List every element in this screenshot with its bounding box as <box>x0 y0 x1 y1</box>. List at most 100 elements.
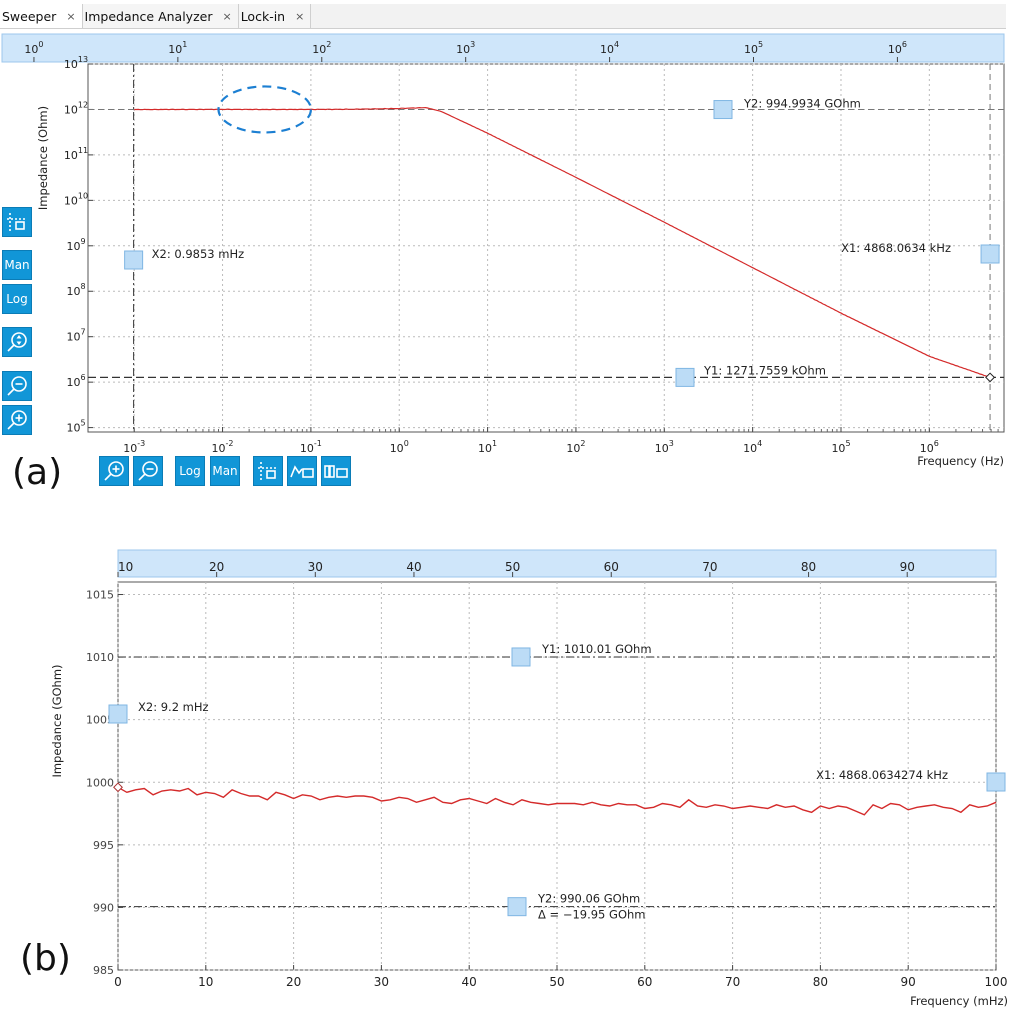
cursor-intersection-marker[interactable] <box>113 782 123 793</box>
cursor-x2-label: X2: 9.2 mHz <box>138 700 209 714</box>
log-scale-button[interactable]: Log <box>175 456 205 486</box>
cursor-x1-handle[interactable] <box>980 244 1000 264</box>
export-plot-icon[interactable] <box>287 456 317 486</box>
y-tick-label: 1010 <box>86 651 114 664</box>
manual-scale-button[interactable]: Man <box>210 456 240 486</box>
zoom-out-icon <box>5 374 29 398</box>
x-tick-label: 104 <box>743 439 762 455</box>
x-tick-label: 10-1 <box>300 439 322 455</box>
cursor-y1-handle[interactable] <box>511 647 531 667</box>
log-scale-button[interactable]: Log <box>2 284 32 314</box>
close-icon[interactable]: × <box>222 9 232 23</box>
tab-lock-in[interactable]: Lock-in × <box>238 4 312 28</box>
export-data-icon[interactable] <box>321 456 351 486</box>
y-tick-label: 1010 <box>64 191 88 207</box>
overview-tick-label: 104 <box>600 40 619 56</box>
overview-tick-label: 70 <box>702 560 717 574</box>
zoom-fit-icon[interactable] <box>2 327 32 357</box>
x-tick-label: 105 <box>831 439 850 455</box>
y-tick-label: 1013 <box>64 55 88 71</box>
overview-strip[interactable] <box>1 33 1005 63</box>
impedance-trace <box>117 786 997 816</box>
cursor-intersection-marker[interactable] <box>985 372 996 383</box>
cursor-x2-handle[interactable] <box>124 250 144 270</box>
overview-tick-label: 102 <box>312 40 331 56</box>
y-axis-label: Impedance (Ohm) <box>36 106 50 210</box>
figure-caption-b: (b) <box>20 938 71 979</box>
y-tick-label: 106 <box>66 373 85 389</box>
overview-tick-label: 30 <box>308 560 323 574</box>
x-tick-label: 101 <box>478 439 497 455</box>
x-tick-label: 60 <box>637 975 652 989</box>
cursor-settings-icon[interactable] <box>2 207 32 237</box>
x-tick-label: 10-2 <box>212 439 234 455</box>
y-axis-label: Impedance (GOhm) <box>50 664 64 777</box>
cursor-y1-handle[interactable] <box>675 367 695 387</box>
highlight-ellipse <box>217 85 312 134</box>
x-tick-label: 100 <box>985 975 1008 989</box>
overview-tick-label: 50 <box>505 560 520 574</box>
close-icon[interactable]: × <box>295 9 305 23</box>
tab-label: Sweeper <box>2 8 57 24</box>
x-tick-label: 0 <box>114 975 122 989</box>
x-tick-label: 102 <box>566 439 585 455</box>
cursor-x1-label: X1: 4868.0634 kHz <box>841 241 951 255</box>
cursor-x1-label: X1: 4868.0634274 kHz <box>816 768 948 782</box>
overview-strip[interactable] <box>117 549 997 578</box>
x-tick-label: 50 <box>549 975 564 989</box>
cursor-x1-handle[interactable] <box>986 772 1006 792</box>
overview-tick-label: 80 <box>801 560 816 574</box>
plot-area[interactable] <box>87 63 1005 433</box>
x-tick-label: 20 <box>286 975 301 989</box>
button-label: Man <box>4 258 30 272</box>
cursor-y1-label: Y1: 1010.01 GOhm <box>541 642 652 656</box>
figure-caption-a: (a) <box>12 452 63 493</box>
tab-sweeper[interactable]: Sweeper × <box>0 4 83 28</box>
x-axis-label: Frequency (mHz) <box>910 994 1008 1008</box>
x-axis-label: Frequency (Hz) <box>917 454 1004 468</box>
x-tick-label: 70 <box>725 975 740 989</box>
y-tick-label: 108 <box>66 282 85 298</box>
y-tick-label: 985 <box>93 964 114 977</box>
zoom-out-icon[interactable] <box>2 371 32 401</box>
y-tick-label: 1011 <box>64 146 88 162</box>
export-data-icon <box>323 459 349 483</box>
button-label: Log <box>6 292 28 306</box>
x-tick-label: 80 <box>813 975 828 989</box>
y-tick-label: 1015 <box>86 589 114 602</box>
overview-tick-label: 10 <box>118 560 133 574</box>
zoom-in-icon <box>5 408 29 432</box>
overview-tick-label: 105 <box>744 40 763 56</box>
x-tick-label: 100 <box>390 439 409 455</box>
cursor-settings-icon[interactable] <box>253 456 283 486</box>
close-icon[interactable]: × <box>66 9 76 23</box>
overview-tick-label: 106 <box>888 40 907 56</box>
cursor-x2-handle[interactable] <box>108 704 128 724</box>
zoom-in-icon[interactable] <box>99 456 129 486</box>
cursor-delta-label: Δ = −19.95 GOhm <box>538 908 645 922</box>
plot-b[interactable]: 10 20 30 40 50 60 70 80 90 0 10 20 30 40 50 60 70 80 90 100… <box>0 540 1014 1020</box>
y-tick-label: 105 <box>66 419 85 435</box>
overview-tick-label: 20 <box>209 560 224 574</box>
x-tick-label: 30 <box>374 975 389 989</box>
x-tick-label: 10-3 <box>123 439 145 455</box>
x-tick-label: 103 <box>655 439 674 455</box>
zoom-in-icon[interactable] <box>2 405 32 435</box>
cursor-y1-label: Y1: 1271.7559 kOhm <box>703 363 826 377</box>
zoom-out-icon[interactable] <box>133 456 163 486</box>
y-tick-label: 990 <box>93 901 114 914</box>
overview-tick-label: 40 <box>406 560 421 574</box>
cursor-y2-handle[interactable] <box>507 897 527 917</box>
cursor-y2-handle[interactable] <box>713 100 733 120</box>
impedance-trace <box>134 106 991 378</box>
cursor-y2-label: Y2: 994.9934 GOhm <box>743 97 861 111</box>
tab-impedance-analyzer[interactable]: Impedance Analyzer × <box>82 4 239 28</box>
y-tick-label: 109 <box>66 237 85 253</box>
y-tick-label: 1012 <box>64 100 88 116</box>
manual-scale-button[interactable]: Man <box>2 250 32 280</box>
y-tick-label: 1005 <box>86 714 114 727</box>
overview-tick-label: 101 <box>168 40 187 56</box>
x-tick-label: 40 <box>462 975 477 989</box>
zoom-in-icon <box>102 459 126 483</box>
